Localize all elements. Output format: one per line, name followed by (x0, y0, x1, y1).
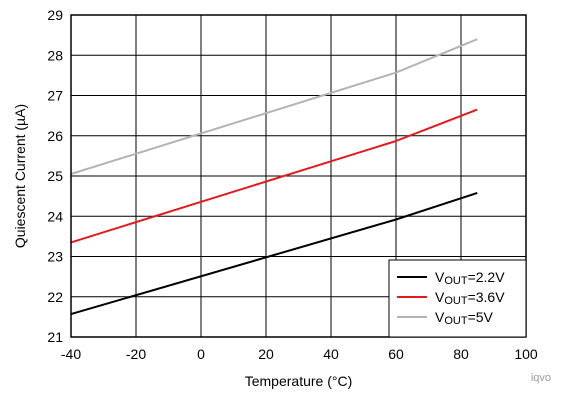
legend-label: VOUT=5V (435, 309, 494, 327)
y-tick-labels: 21 22 23 24 25 26 27 28 29 (47, 7, 63, 345)
legend: VOUT=2.2V VOUT=3.6V VOUT=5V (388, 259, 527, 338)
series-layer (70, 38, 478, 316)
y-axis-title: Quiescent Current (µA) (12, 104, 28, 248)
y-tick-label: 29 (47, 7, 63, 23)
x-tick-label: 40 (323, 346, 339, 362)
watermark-text: iqvo (531, 372, 551, 384)
series-line-2 (70, 108, 478, 244)
legend-box (388, 259, 527, 338)
x-tick-label: 0 (197, 346, 205, 362)
y-tick-label: 22 (47, 289, 63, 305)
y-tick-label: 21 (47, 329, 63, 345)
series-line-3 (70, 38, 478, 175)
x-tick-label: 60 (388, 346, 404, 362)
y-tick-label: 23 (47, 249, 63, 265)
x-tick-labels: -40 -20 0 20 40 60 80 100 (61, 346, 538, 362)
y-tick-label: 28 (47, 47, 63, 63)
series-line-1 (70, 191, 478, 316)
y-tick-label: 26 (47, 128, 63, 144)
x-tick-label: 100 (514, 346, 538, 362)
x-axis-title: Temperature (°C) (245, 373, 353, 389)
x-tick-label: 80 (453, 346, 469, 362)
gridlines (71, 15, 526, 337)
x-tick-label: -40 (61, 346, 81, 362)
x-tick-label: -20 (126, 346, 146, 362)
legend-label: VOUT=2.2V (435, 269, 505, 287)
y-tick-label: 27 (47, 88, 63, 104)
x-tick-label: 20 (258, 346, 274, 362)
legend-label: VOUT=3.6V (435, 289, 505, 307)
y-tick-label: 24 (47, 208, 63, 224)
y-tick-label: 25 (47, 168, 63, 184)
plot-frame (70, 14, 527, 338)
